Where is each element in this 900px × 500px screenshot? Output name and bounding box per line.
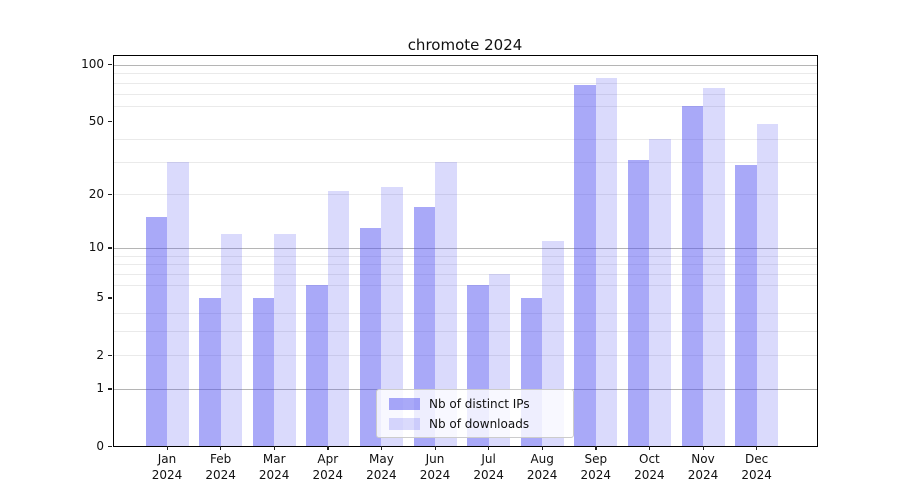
x-tick xyxy=(327,446,329,450)
x-tick-label: May 2024 xyxy=(366,452,397,482)
gridline-minor xyxy=(113,331,817,333)
y-tick xyxy=(108,297,112,299)
bar-downloads-nov xyxy=(703,88,725,446)
legend-swatch-distinct-ips xyxy=(389,397,420,410)
legend: Nb of distinct IPs Nb of downloads xyxy=(376,389,574,438)
y-tick-label: 50 xyxy=(88,113,104,128)
y-tick-label: 100 xyxy=(81,57,104,72)
bar-downloads-may xyxy=(381,186,403,446)
x-tick-label: Jul 2024 xyxy=(473,452,504,482)
gridline-minor xyxy=(113,139,817,141)
x-tick xyxy=(702,446,704,450)
legend-item-downloads: Nb of downloads xyxy=(377,416,573,432)
bar-downloads-sep xyxy=(595,77,618,446)
x-tick-label: Mar 2024 xyxy=(258,452,290,482)
y-tick xyxy=(108,354,112,357)
gridline-minor xyxy=(113,82,817,84)
gridline-minor xyxy=(113,162,817,164)
bar-distinct-ips-jan xyxy=(145,216,167,446)
bar-distinct-ips-dec xyxy=(735,164,757,446)
x-tick xyxy=(220,446,222,450)
bar-distinct-ips-feb xyxy=(199,297,221,446)
y-tick-label: 10 xyxy=(88,240,104,255)
y-tick-label: 20 xyxy=(88,186,104,201)
y-tick xyxy=(108,64,112,66)
x-tick xyxy=(166,446,168,450)
x-tick-label: Apr 2024 xyxy=(312,452,344,482)
x-tick-label: Sep 2024 xyxy=(580,452,612,482)
bar-distinct-ips-apr xyxy=(306,285,328,446)
x-tick xyxy=(488,446,490,450)
gridline-minor xyxy=(113,93,817,95)
bar-downloads-mar xyxy=(274,234,296,446)
y-tick-label: 0 xyxy=(96,438,104,453)
y-tick-label: 1 xyxy=(96,381,104,396)
y-tick xyxy=(108,445,112,447)
x-tick xyxy=(541,446,544,450)
bar-downloads-feb xyxy=(220,234,243,446)
x-tick-label: Dec 2024 xyxy=(741,452,772,482)
gridline-minor xyxy=(113,355,817,357)
gridline-minor xyxy=(113,255,817,257)
gridline-minor xyxy=(113,106,817,108)
y-tick xyxy=(108,193,112,196)
x-tick-label: Feb 2024 xyxy=(205,452,236,482)
chart-title: chromote 2024 xyxy=(407,36,523,54)
y-tick xyxy=(108,120,112,122)
gridline-minor xyxy=(113,73,817,75)
x-tick-label: Jan 2024 xyxy=(151,452,183,482)
gridline-major xyxy=(113,64,817,66)
bar-distinct-ips-oct xyxy=(627,159,650,446)
legend-swatch-downloads xyxy=(389,417,420,430)
gridline-minor xyxy=(113,312,817,314)
gridline-major xyxy=(113,247,817,249)
bar-downloads-apr xyxy=(327,190,350,446)
gridline-minor xyxy=(113,285,817,287)
x-tick xyxy=(434,446,436,450)
bar-distinct-ips-sep xyxy=(574,84,596,446)
y-tick-label: 2 xyxy=(96,347,104,362)
y-tick xyxy=(108,247,112,249)
gridline-minor xyxy=(113,274,817,276)
y-tick-label: 5 xyxy=(96,290,104,305)
y-tick xyxy=(108,388,112,390)
x-tick xyxy=(756,446,758,450)
bar-distinct-ips-jun xyxy=(413,207,435,446)
gridline-minor xyxy=(113,264,817,266)
x-tick-label: Nov 2024 xyxy=(687,452,719,482)
bar-distinct-ips-nov xyxy=(681,106,703,446)
x-tick xyxy=(595,446,597,450)
legend-label-distinct-ips: Nb of distinct IPs xyxy=(429,396,530,411)
bar-downloads-jan xyxy=(167,162,189,446)
legend-item-distinct-ips: Nb of distinct IPs xyxy=(377,396,573,412)
x-tick-label: Jun 2024 xyxy=(419,452,451,482)
x-tick-label: Aug 2024 xyxy=(526,452,558,482)
bar-downloads-dec xyxy=(756,124,779,446)
x-tick xyxy=(648,446,651,450)
x-tick xyxy=(273,446,276,450)
bar-downloads-oct xyxy=(649,139,671,446)
bar-distinct-ips-mar xyxy=(252,297,275,446)
plot-area xyxy=(113,55,817,446)
x-tick xyxy=(380,446,383,450)
gridline-minor xyxy=(113,194,817,196)
legend-label-downloads: Nb of downloads xyxy=(429,416,530,431)
x-tick-label: Oct 2024 xyxy=(634,452,665,482)
bar-downloads-jun xyxy=(435,162,457,446)
